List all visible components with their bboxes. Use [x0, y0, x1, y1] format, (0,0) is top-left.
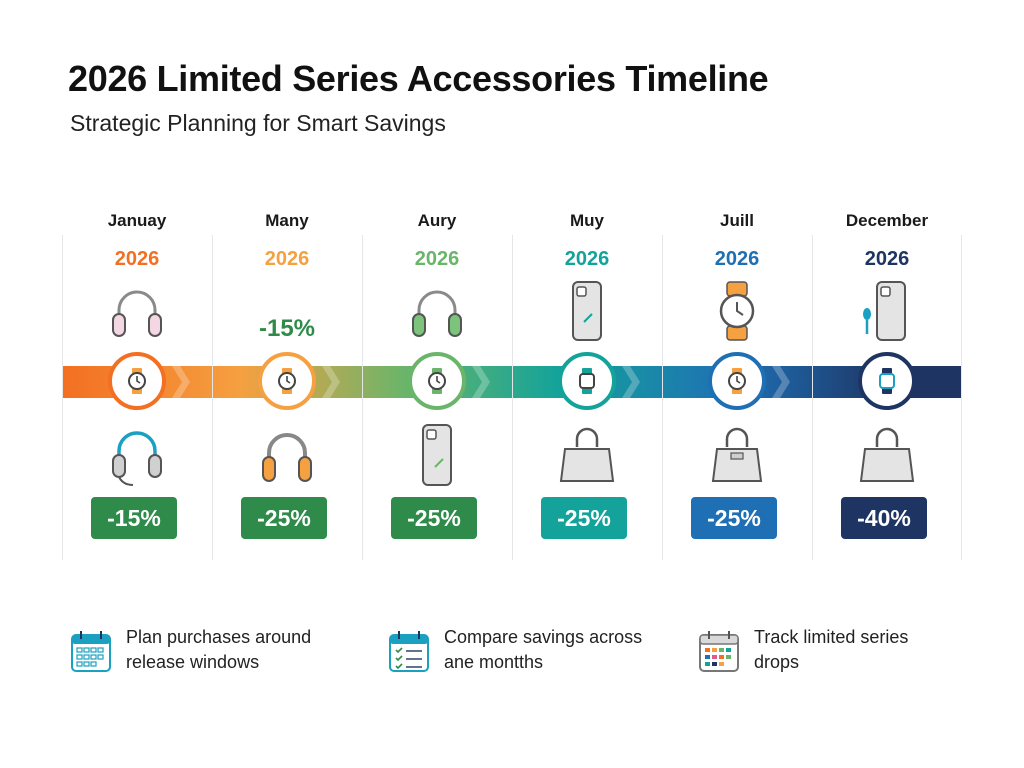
tip-line: drops: [754, 652, 800, 672]
timeline-node: [408, 352, 466, 410]
calendar-grid-icon: [71, 631, 111, 672]
discount-badge: -40%: [841, 497, 927, 539]
year-label: 2026: [414, 248, 460, 270]
discount-badge: -25%: [541, 497, 627, 539]
month-label: Juill: [719, 211, 754, 230]
column-divider: [362, 235, 363, 560]
column-divider: [961, 235, 962, 560]
month-label: Muy: [570, 211, 604, 230]
year-label: 2026: [114, 248, 160, 270]
checklist-calendar-icon: [389, 631, 429, 672]
tip-line: Compare savings across: [444, 627, 643, 647]
headphones-icon: [112, 290, 162, 337]
timeline: Januay 2026 -15% Many 2026 -15%: [62, 205, 962, 565]
year-label: 2026: [714, 248, 760, 270]
handbag-icon: [711, 427, 763, 482]
timeline-node: [708, 352, 766, 410]
discount-badge: -25%: [691, 497, 777, 539]
timeline-node: [258, 352, 316, 410]
tip-line: Plan purchases around: [126, 627, 312, 647]
timeline-column: Aury 2026 -25%: [362, 205, 512, 560]
phone-icon: [422, 424, 452, 486]
watch-icon: [579, 368, 595, 394]
page-title: 2026 Limited Series Accessories Timeline: [68, 58, 769, 99]
discount-badge: -25%: [241, 497, 327, 539]
month-label: December: [845, 211, 929, 230]
tip-text: Plan purchases around release windows: [126, 625, 366, 675]
headset-icon: [112, 431, 162, 486]
timeline-column: Muy 2026 -25%: [512, 205, 662, 560]
tip-text: Compare savings across ane montths: [444, 625, 684, 675]
tip-text: Track limited series drops: [754, 625, 994, 675]
tip-line: ane montths: [444, 652, 544, 672]
timeline-column: December 2026 -40%: [812, 205, 962, 560]
discount-badge: -25%: [391, 497, 477, 539]
page-subtitle: Strategic Planning for Smart Savings: [70, 110, 446, 136]
tip-line: release windows: [126, 652, 260, 672]
handbag-icon: [859, 427, 915, 482]
calendar-dots-icon: [699, 631, 739, 672]
year-label: 2026: [864, 248, 910, 270]
month-label: Many: [265, 211, 309, 230]
handbag-icon: [559, 427, 615, 482]
month-label: Aury: [417, 211, 457, 230]
watch-icon: [719, 281, 755, 341]
month-label: Januay: [107, 211, 167, 230]
tip-line: Track limited series: [754, 627, 909, 647]
watch-icon: [428, 368, 446, 394]
timeline-node: [108, 352, 166, 410]
timeline-node: [858, 352, 916, 410]
year-label: 2026: [264, 248, 310, 270]
timeline-column: Many 2026 -15% -25%: [212, 205, 362, 560]
watch-icon: [128, 368, 146, 394]
column-divider: [512, 235, 513, 560]
top-discount-label: -15%: [258, 315, 316, 342]
watch-icon: [278, 368, 296, 394]
discount-badge: -15%: [91, 497, 177, 539]
timeline-column: Juill 2026 -25%: [662, 205, 812, 560]
year-label: 2026: [564, 248, 610, 270]
watch-icon: [879, 368, 895, 394]
column-divider: [62, 235, 63, 560]
tips-row: Plan purchases around release windows Co…: [0, 625, 1024, 685]
phone-icon: [863, 281, 906, 341]
timeline-column: Januay 2026 -15%: [62, 205, 212, 560]
column-divider: [812, 235, 813, 560]
watch-icon: [728, 368, 746, 394]
column-divider: [662, 235, 663, 560]
column-divider: [212, 235, 213, 560]
headphones-icon: [412, 290, 462, 337]
phone-icon: [572, 281, 602, 341]
headphones-icon: [262, 433, 312, 482]
timeline-node: [558, 352, 616, 410]
